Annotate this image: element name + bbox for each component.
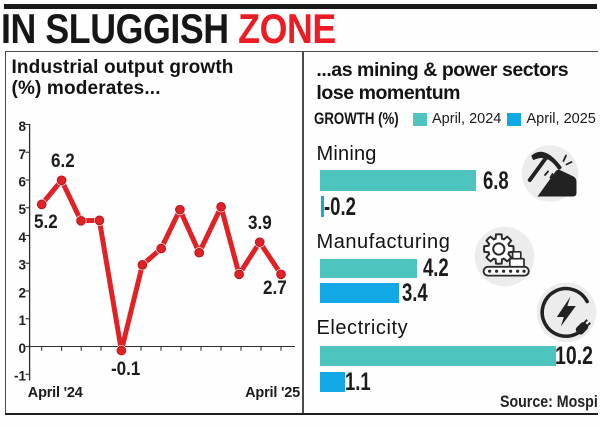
svg-text:1: 1	[18, 313, 26, 328]
svg-text:8: 8	[18, 119, 26, 134]
svg-text:4: 4	[18, 230, 26, 245]
svg-text:2: 2	[18, 286, 26, 301]
svg-text:-1: -1	[14, 369, 26, 384]
svg-text:6: 6	[18, 175, 26, 190]
svg-text:5: 5	[18, 202, 26, 217]
svg-text:7: 7	[18, 147, 26, 162]
svg-text:3: 3	[18, 258, 26, 273]
svg-text:0: 0	[18, 341, 26, 356]
